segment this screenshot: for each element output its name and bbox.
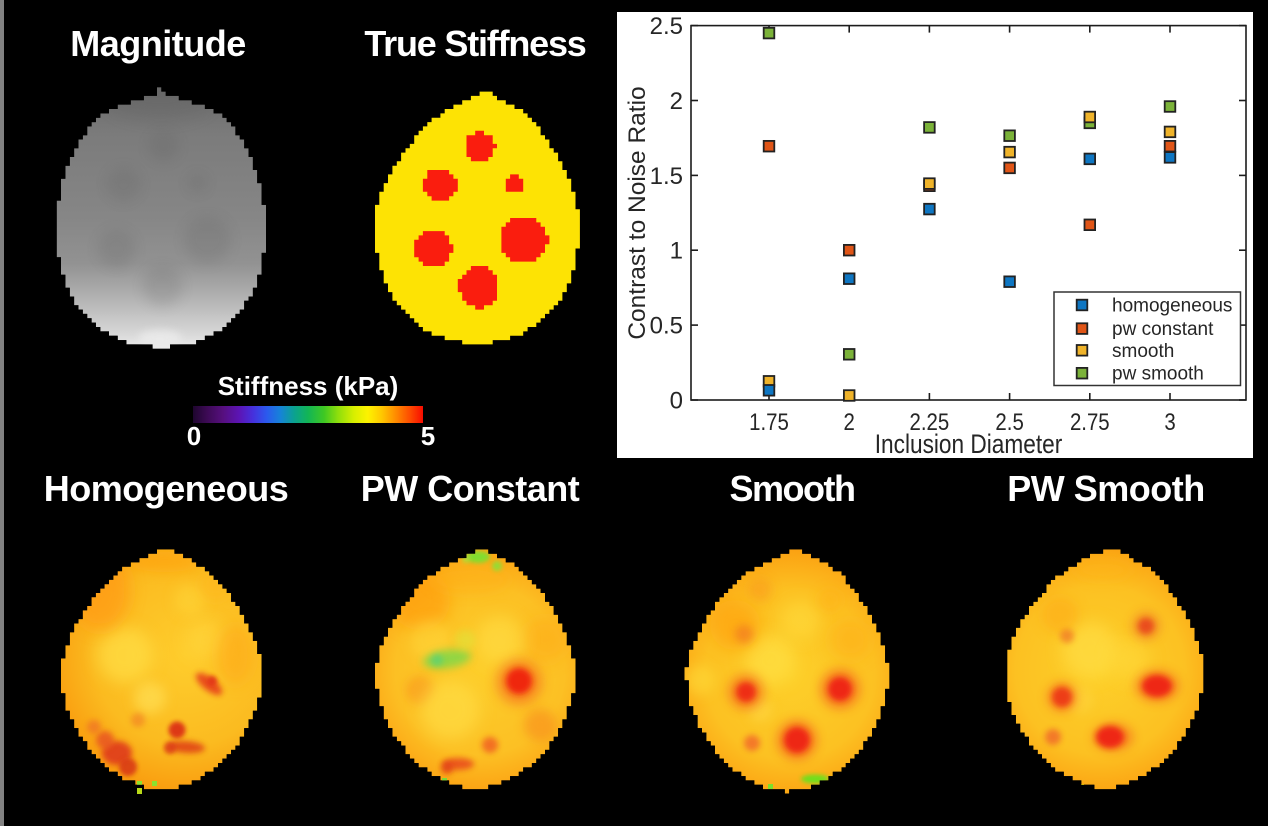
svg-text:0.5: 0.5 bbox=[650, 313, 683, 340]
svg-text:0: 0 bbox=[670, 388, 683, 415]
svg-text:1.5: 1.5 bbox=[650, 163, 683, 190]
svg-text:2.5: 2.5 bbox=[650, 13, 683, 40]
svg-text:pw smooth: pw smooth bbox=[1112, 364, 1204, 385]
svg-text:1: 1 bbox=[670, 238, 683, 265]
svg-text:1.75: 1.75 bbox=[749, 408, 789, 435]
svg-text:homogeneous: homogeneous bbox=[1112, 296, 1232, 317]
svg-text:2.75: 2.75 bbox=[1070, 408, 1110, 435]
svg-text:Inclusion Diameter: Inclusion Diameter bbox=[875, 430, 1063, 458]
svg-text:2: 2 bbox=[844, 408, 855, 435]
svg-text:smooth: smooth bbox=[1112, 341, 1174, 362]
svg-text:2.5: 2.5 bbox=[995, 408, 1023, 435]
svg-text:3: 3 bbox=[1164, 408, 1175, 435]
svg-text:pw constant: pw constant bbox=[1112, 319, 1214, 340]
svg-text:2: 2 bbox=[670, 88, 683, 115]
svg-text:2.25: 2.25 bbox=[910, 408, 950, 435]
svg-text:Contrast to Noise Ratio: Contrast to Noise Ratio bbox=[624, 86, 651, 339]
